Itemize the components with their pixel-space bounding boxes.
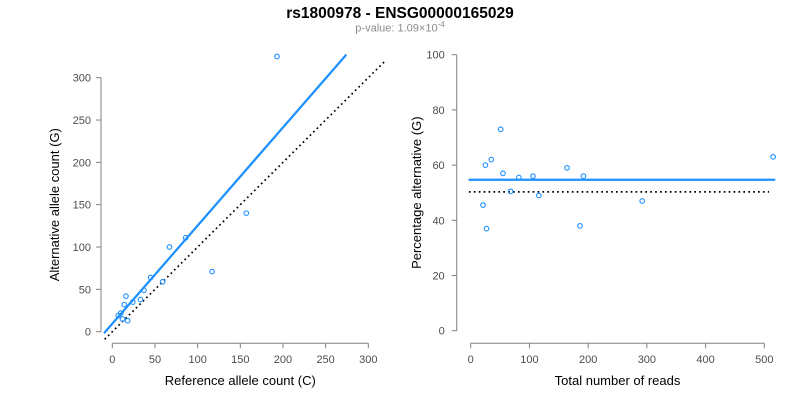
data-point [500, 170, 506, 177]
data-point [564, 165, 570, 171]
x-tick-label: 400 [696, 354, 714, 366]
x-tick-label: 500 [755, 354, 773, 366]
data-point [483, 225, 490, 232]
data-point [123, 293, 129, 299]
y-tick-label: 150 [73, 200, 91, 212]
y-axis-title: Percentage alternative (G) [409, 116, 424, 268]
right-scatter-panel: 0 20 40 60 80 100 0 100 200 300 400 500 Total number… [409, 50, 776, 388]
data-point [516, 174, 522, 181]
y-tick-label: 100 [426, 50, 444, 62]
data-point [147, 274, 154, 281]
x-tick-label: 150 [231, 354, 249, 366]
y-tick-label: 300 [73, 73, 91, 85]
data-point [507, 188, 514, 195]
data-point [166, 244, 173, 250]
x-axis-title: Reference allele count (C) [165, 373, 316, 388]
data-point [182, 234, 189, 241]
data-point [488, 156, 495, 163]
x-tick-label: 200 [274, 354, 292, 366]
data-point [243, 210, 250, 217]
x-tick-label: 50 [149, 354, 161, 366]
data-point [124, 317, 131, 324]
p-value-text: p-value: 1.09×10 [355, 23, 437, 35]
regression-fit-line [103, 54, 347, 334]
data-point [580, 173, 587, 179]
x-tick-label: 250 [316, 354, 334, 366]
p-value-exponent: -4 [438, 20, 446, 29]
y-tick-label: 50 [79, 284, 91, 296]
y-axis-title: Alternative allele count (G) [47, 128, 62, 281]
x-tick-label: 100 [520, 354, 538, 366]
data-point [141, 287, 147, 294]
y-tick-label: 20 [432, 271, 444, 283]
data-point [770, 153, 776, 160]
data-point [535, 192, 542, 199]
data-point [129, 299, 136, 305]
x-tick-label: 0 [468, 354, 474, 366]
data-point [530, 173, 536, 179]
data-point [482, 162, 489, 168]
x-tick-label: 0 [109, 354, 115, 366]
data-point [117, 310, 124, 316]
figure-title: rs1800978 - ENSG00000165029 [286, 5, 514, 22]
data-point [137, 296, 144, 303]
left-scatter-panel: 0 50 100 150 200 250 300 0 50 100 150 200 250 300 Refe… [47, 53, 387, 388]
x-tick-label: 200 [579, 354, 597, 366]
figure-subtitle: p-value: 1.09×10-4 [355, 20, 445, 35]
identity-line [104, 59, 387, 340]
x-tick-label: 100 [188, 354, 206, 366]
data-point [119, 316, 126, 322]
x-axis-title: Total number of reads [555, 373, 681, 388]
data-point [274, 53, 280, 60]
x-tick-label: 300 [359, 354, 377, 366]
data-point [639, 198, 646, 204]
y-tick-label: 80 [432, 105, 444, 117]
data-point [121, 301, 128, 308]
y-tick-label: 0 [439, 326, 445, 338]
data-point [577, 222, 583, 229]
y-tick-label: 200 [73, 157, 91, 169]
data-point [209, 268, 215, 275]
data-point [497, 126, 504, 133]
y-tick-label: 250 [73, 115, 91, 127]
x-tick-label: 300 [638, 354, 656, 366]
y-tick-label: 100 [73, 242, 91, 254]
data-point [480, 202, 486, 208]
y-tick-label: 40 [432, 215, 444, 227]
data-point [159, 278, 166, 285]
y-tick-label: 0 [85, 327, 91, 339]
y-tick-label: 60 [432, 160, 444, 172]
